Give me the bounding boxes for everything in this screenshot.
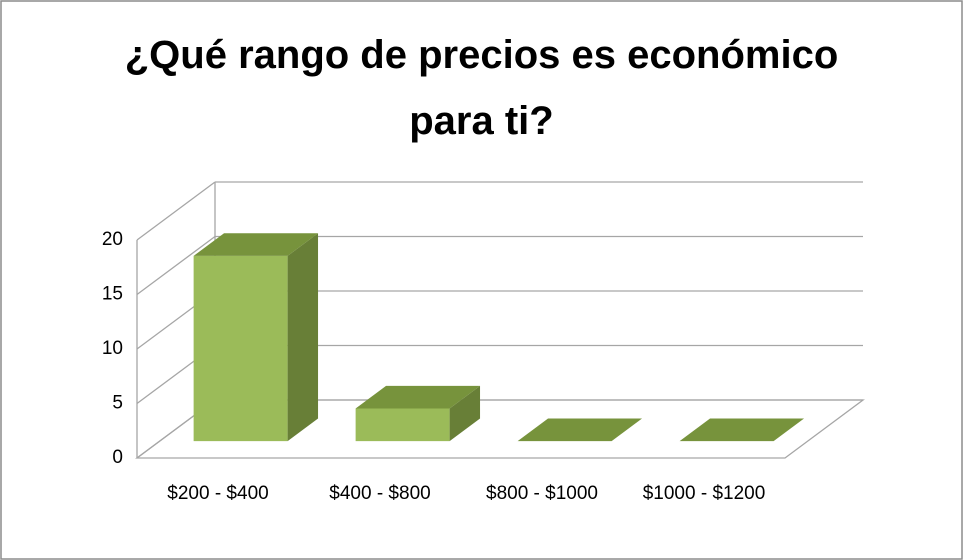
bar xyxy=(517,418,643,442)
y-tick-label: 15 xyxy=(102,284,123,305)
chart-title: ¿Qué rango de precios es económico para … xyxy=(124,33,839,143)
y-tick-label: 0 xyxy=(112,447,123,468)
bar xyxy=(355,385,481,442)
bar-top xyxy=(517,418,643,442)
bar-front xyxy=(355,408,450,442)
y-tick-label: 5 xyxy=(112,393,123,414)
grid-line xyxy=(136,181,216,241)
bar-top xyxy=(355,385,481,409)
x-tick-label: $1000 - $1200 xyxy=(642,483,766,504)
bar xyxy=(193,233,319,442)
y-tick-label: 10 xyxy=(102,338,123,359)
grid-line xyxy=(136,235,216,296)
bar-top xyxy=(679,418,805,442)
bar-top xyxy=(193,233,319,256)
bar-side xyxy=(449,385,481,442)
x-tick-label: $400 - $800 xyxy=(329,483,431,504)
bar-front xyxy=(193,255,288,442)
x-tick-label: $800 - $1000 xyxy=(486,483,598,504)
y-tick-label: 20 xyxy=(102,229,123,250)
bar-side xyxy=(287,233,319,442)
bar xyxy=(679,418,805,442)
x-tick-label: $200 - $400 xyxy=(167,483,269,504)
